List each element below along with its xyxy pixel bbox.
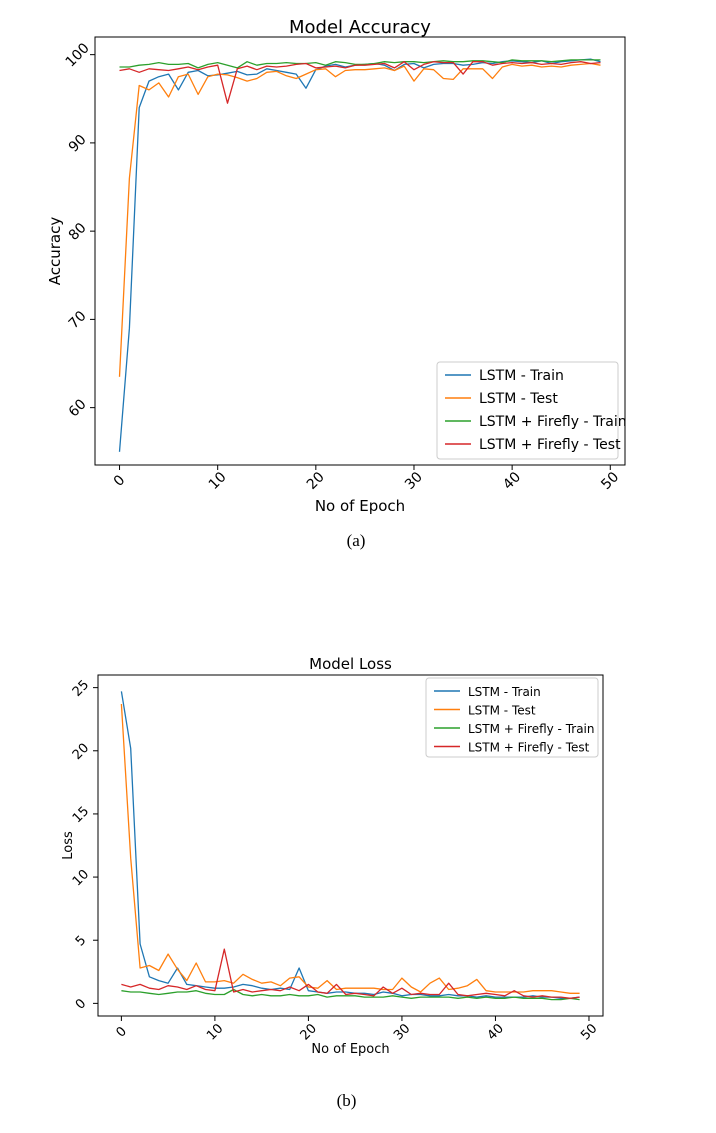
chart-1: 0 10 20 30 40 50 0 5 10 15 20 25 Model Loss No of Epo… bbox=[61, 655, 604, 1110]
legend: LSTM - Train LSTM - Test LSTM + Firefly - … bbox=[436, 361, 627, 460]
y-tick-label: 80 bbox=[66, 220, 90, 244]
x-tick-label: 50 bbox=[598, 469, 622, 493]
series-line-3 bbox=[119, 61, 601, 104]
x-tick-label: 40 bbox=[485, 1021, 507, 1043]
series-line-2 bbox=[119, 59, 601, 69]
x-tick-label: 30 bbox=[391, 1021, 413, 1043]
y-tick-label: 0 bbox=[73, 996, 89, 1012]
legend-label: LSTM - Test bbox=[468, 704, 536, 718]
chart-title: Model Loss bbox=[309, 655, 392, 673]
x-axis-label: No of Epoch bbox=[315, 497, 405, 515]
series-line-3 bbox=[121, 948, 580, 999]
x-tick-label: 10 bbox=[204, 1021, 226, 1043]
x-tick-label: 20 bbox=[298, 1021, 320, 1043]
plot-frame bbox=[97, 674, 604, 1017]
x-tick-label: 30 bbox=[402, 469, 426, 493]
x-tick-label: 50 bbox=[578, 1021, 600, 1043]
y-tick-label: 100 bbox=[63, 40, 93, 70]
x-tick-label: 0 bbox=[114, 1024, 130, 1040]
figure-caption: (b) bbox=[337, 1091, 357, 1110]
x-axis-label: No of Epoch bbox=[311, 1042, 389, 1057]
y-tick-label: 5 bbox=[73, 933, 89, 949]
y-tick-label: 70 bbox=[66, 308, 90, 332]
figure-caption: (a) bbox=[347, 531, 366, 550]
y-tick-label: 90 bbox=[66, 132, 90, 156]
plot-frame bbox=[94, 36, 626, 466]
series-line-1 bbox=[118, 62, 601, 377]
legend-label: LSTM - Train bbox=[468, 685, 541, 699]
legend-label: LSTM - Test bbox=[479, 391, 558, 407]
x-tick-label: 0 bbox=[111, 472, 129, 490]
legend-frame bbox=[436, 361, 619, 460]
chart-0: 0 10 20 30 40 50 60 70 80 90 100 Model Accuracy No o… bbox=[46, 17, 627, 550]
legend-label: LSTM + Firefly - Train bbox=[479, 414, 627, 430]
series-line-1 bbox=[120, 703, 580, 994]
y-tick-label: 25 bbox=[70, 678, 92, 700]
series-line-2 bbox=[121, 988, 580, 1001]
legend-frame bbox=[425, 677, 599, 758]
y-axis-label: Accuracy bbox=[46, 217, 64, 286]
y-tick-label: 20 bbox=[70, 741, 92, 763]
y-tick-label: 60 bbox=[66, 396, 90, 420]
y-axis-label: Loss bbox=[61, 831, 76, 860]
legend-label: LSTM + Firefly - Test bbox=[479, 437, 621, 453]
legend-label: LSTM + Firefly - Train bbox=[468, 722, 595, 736]
chart-title: Model Accuracy bbox=[289, 17, 431, 38]
x-tick-label: 40 bbox=[500, 469, 524, 493]
y-tick-label: 10 bbox=[70, 867, 92, 889]
legend: LSTM - Train LSTM - Test LSTM + Firefly - … bbox=[425, 677, 599, 758]
legend-label: LSTM - Train bbox=[479, 368, 564, 384]
y-tick-label: 15 bbox=[70, 804, 92, 826]
legend-label: LSTM + Firefly - Test bbox=[468, 741, 590, 755]
x-tick-label: 10 bbox=[206, 469, 230, 493]
x-tick-label: 20 bbox=[304, 469, 328, 493]
